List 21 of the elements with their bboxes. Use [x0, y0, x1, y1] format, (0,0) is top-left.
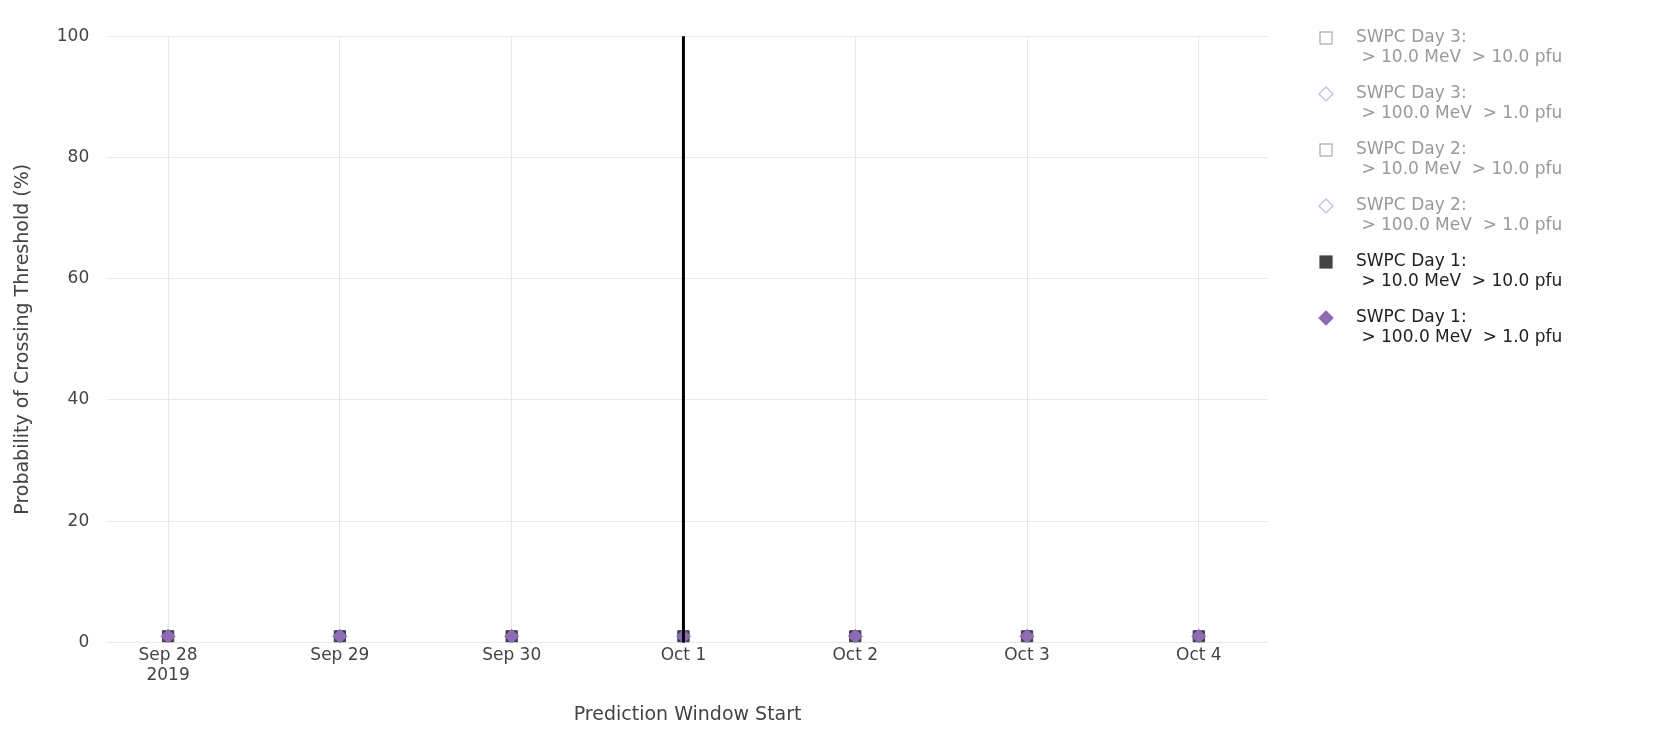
x-tick-label: Oct 4 — [1176, 644, 1222, 665]
y-tick-label: 60 — [67, 267, 90, 288]
legend-label: SWPC Day 2: > 10.0 MeV > 10.0 pfu — [1356, 138, 1563, 178]
y-tick-label: 80 — [67, 145, 90, 166]
y-tick-label: 100 — [56, 24, 90, 45]
legend-label: SWPC Day 1: > 100.0 MeV > 1.0 pfu — [1356, 306, 1563, 346]
x-tick-label: Sep 29 — [310, 644, 370, 665]
y-tick-label: 20 — [67, 509, 90, 530]
x-tick-label: Oct 3 — [1004, 644, 1050, 665]
y-tick-label: 40 — [67, 388, 90, 409]
x-tick-label: Oct 1 — [660, 644, 707, 665]
x-tick-label: Oct 2 — [832, 644, 879, 665]
y-tick-label: 0 — [78, 630, 90, 651]
legend-label: SWPC Day 3: > 10.0 MeV > 10.0 pfu — [1356, 26, 1563, 66]
y-axis-title: Probability of Crossing Threshold (%) — [10, 163, 33, 515]
x-axis-title: Prediction Window Start — [573, 701, 802, 724]
legend-label: SWPC Day 2: > 100.0 MeV > 1.0 pfu — [1356, 194, 1563, 234]
legend-label: SWPC Day 3: > 100.0 MeV > 1.0 pfu — [1356, 82, 1563, 122]
x-tick-label: Sep 30 — [482, 644, 542, 665]
legend-label: SWPC Day 1: > 10.0 MeV > 10.0 pfu — [1356, 250, 1563, 290]
x-tick-label: Sep 28 2019 — [138, 644, 198, 685]
